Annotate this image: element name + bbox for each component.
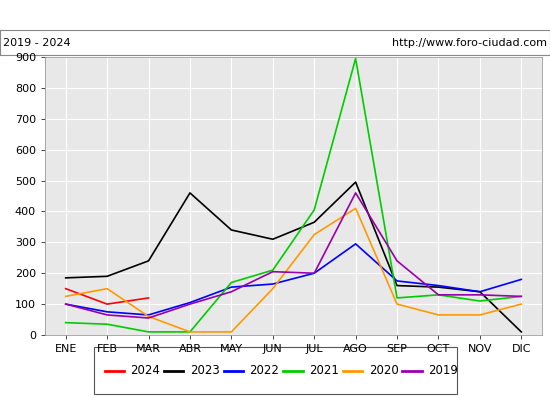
2019 <box>353 190 359 195</box>
2020 <box>104 286 111 291</box>
2020 <box>228 330 235 334</box>
2021 <box>145 330 152 334</box>
2022 <box>353 242 359 246</box>
Text: 2019 - 2024: 2019 - 2024 <box>3 38 70 48</box>
Text: 2021: 2021 <box>309 364 339 377</box>
2024 <box>145 296 152 300</box>
2020 <box>311 232 317 237</box>
2020 <box>270 286 276 291</box>
2021 <box>228 280 235 285</box>
2021 <box>476 299 483 304</box>
2023 <box>435 285 442 290</box>
2020 <box>518 302 525 306</box>
2023 <box>145 258 152 263</box>
2020 <box>476 312 483 317</box>
Line: 2024: 2024 <box>65 289 148 304</box>
2021 <box>311 208 317 212</box>
2022 <box>311 271 317 276</box>
2021 <box>62 320 69 325</box>
Text: 2023: 2023 <box>190 364 219 377</box>
2022 <box>518 277 525 282</box>
2020 <box>145 314 152 319</box>
FancyBboxPatch shape <box>94 347 456 394</box>
2021 <box>394 296 400 300</box>
2019 <box>186 302 193 306</box>
2022 <box>435 283 442 288</box>
Line: 2023: 2023 <box>65 182 521 332</box>
2020 <box>394 302 400 306</box>
2019 <box>394 258 400 263</box>
2022 <box>476 289 483 294</box>
2022 <box>62 302 69 306</box>
2019 <box>518 294 525 299</box>
Line: 2021: 2021 <box>65 58 521 332</box>
Text: 2019: 2019 <box>428 364 458 377</box>
2019 <box>270 269 276 274</box>
2023 <box>311 220 317 225</box>
2022 <box>394 278 400 283</box>
2023 <box>62 276 69 280</box>
2019 <box>145 316 152 320</box>
2021 <box>270 268 276 272</box>
2019 <box>62 302 69 306</box>
Line: 2022: 2022 <box>65 244 521 315</box>
2022 <box>104 310 111 314</box>
2023 <box>228 228 235 232</box>
2022 <box>186 300 193 305</box>
Text: http://www.foro-ciudad.com: http://www.foro-ciudad.com <box>392 38 547 48</box>
2023 <box>476 289 483 294</box>
2023 <box>270 237 276 242</box>
Text: 2022: 2022 <box>250 364 279 377</box>
2019 <box>228 289 235 294</box>
2019 <box>435 292 442 297</box>
2023 <box>518 330 525 334</box>
2021 <box>435 292 442 297</box>
2021 <box>104 322 111 326</box>
2023 <box>104 274 111 279</box>
Line: 2020: 2020 <box>65 208 521 332</box>
2020 <box>62 294 69 299</box>
Line: 2019: 2019 <box>65 193 521 318</box>
2024 <box>104 302 111 306</box>
2021 <box>518 294 525 299</box>
2019 <box>476 292 483 297</box>
Text: 2024: 2024 <box>130 364 160 377</box>
2022 <box>270 282 276 286</box>
2021 <box>186 330 193 334</box>
2024 <box>62 286 69 291</box>
2022 <box>145 312 152 317</box>
2019 <box>311 271 317 276</box>
2020 <box>186 330 193 334</box>
2022 <box>228 285 235 290</box>
2020 <box>353 206 359 211</box>
2019 <box>104 312 111 317</box>
2023 <box>186 190 193 195</box>
2023 <box>394 283 400 288</box>
Text: Evolucion Nº Turistas Nacionales en el municipio de Bustillo del Páramo de Carri: Evolucion Nº Turistas Nacionales en el m… <box>16 8 534 22</box>
2021 <box>353 56 359 61</box>
Text: 2020: 2020 <box>368 364 398 377</box>
2023 <box>353 180 359 184</box>
2020 <box>435 312 442 317</box>
